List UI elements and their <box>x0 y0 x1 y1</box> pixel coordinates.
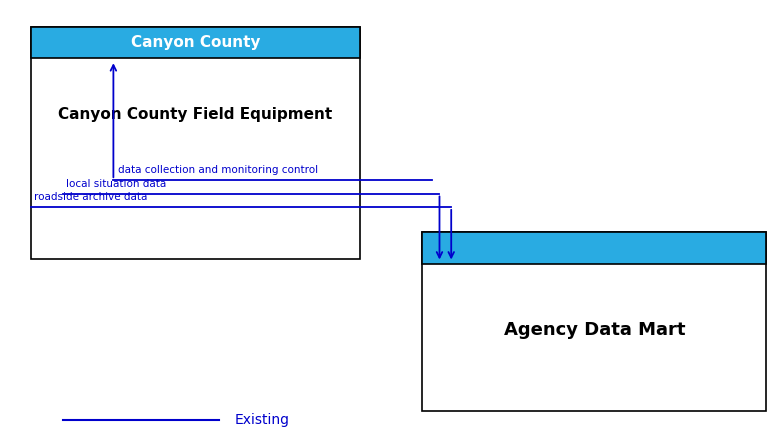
Text: Canyon County: Canyon County <box>131 35 260 50</box>
Bar <box>31 27 360 58</box>
Text: Agency Data Mart: Agency Data Mart <box>504 321 685 339</box>
Text: roadside archive data: roadside archive data <box>34 192 148 202</box>
Bar <box>422 232 766 264</box>
Text: data collection and monitoring control: data collection and monitoring control <box>118 165 318 175</box>
Text: Existing: Existing <box>235 413 289 427</box>
Text: local situation data: local situation data <box>66 179 167 189</box>
Bar <box>422 232 766 411</box>
Text: Canyon County Field Equipment: Canyon County Field Equipment <box>59 107 332 122</box>
Bar <box>31 27 360 259</box>
Bar <box>31 27 360 58</box>
Bar <box>422 232 766 264</box>
